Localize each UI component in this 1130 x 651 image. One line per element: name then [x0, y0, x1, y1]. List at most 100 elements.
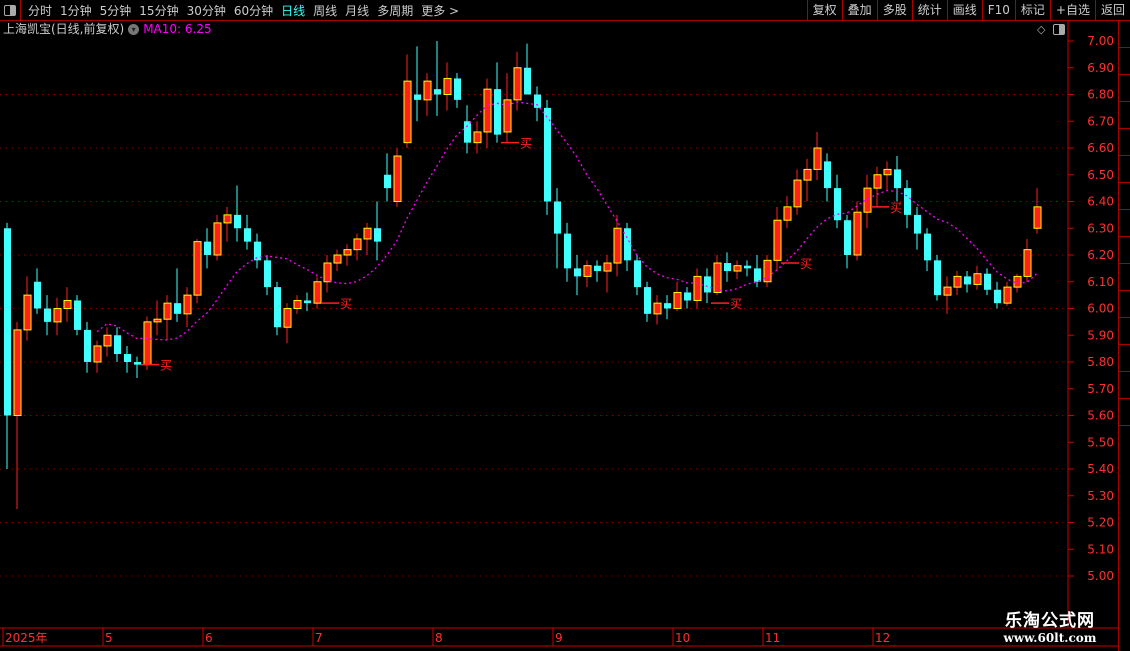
candle-body	[454, 78, 461, 100]
candle	[863, 174, 872, 229]
candle-body	[293, 299, 302, 310]
panel-toggle-button[interactable]	[0, 0, 21, 20]
candle-body	[53, 308, 62, 323]
candle-body	[313, 281, 322, 304]
candle-body	[824, 161, 831, 189]
toolbar-button[interactable]: 叠加	[841, 0, 877, 20]
period-tab[interactable]: 15分钟	[139, 3, 179, 18]
candle-body	[994, 289, 1001, 304]
candle	[74, 295, 81, 336]
candle	[783, 196, 792, 229]
diamond-icon[interactable]: ◇	[1037, 23, 1046, 36]
y-tick-label: 6.90	[1087, 61, 1114, 75]
candle-body	[894, 169, 901, 189]
toolbar-button[interactable]: 返回	[1094, 0, 1130, 20]
buy-signal-label: 买	[730, 297, 742, 311]
candle-body	[724, 263, 731, 272]
candle	[153, 300, 162, 336]
candle-body	[1023, 249, 1032, 277]
candle	[1013, 273, 1022, 293]
candle	[264, 255, 271, 296]
candle-body	[904, 188, 911, 215]
toolbar-button[interactable]: 统计	[911, 0, 947, 20]
candle	[244, 214, 251, 250]
candle-body	[323, 262, 332, 283]
candle-body	[1013, 275, 1022, 288]
chevron-down-icon[interactable]: ▾	[128, 23, 140, 35]
candle	[483, 78, 492, 148]
candle-body	[763, 259, 772, 283]
candle	[554, 188, 561, 269]
y-tick-label: 7.00	[1087, 34, 1114, 48]
candle-body	[603, 262, 612, 272]
candle-body	[503, 99, 512, 133]
candle	[434, 41, 441, 116]
y-tick-label: 5.40	[1087, 462, 1114, 476]
candle-body	[1033, 206, 1042, 229]
period-tab[interactable]: 更多 >	[421, 3, 460, 18]
x-tick-label: 2025年	[5, 631, 48, 645]
candle-body	[853, 211, 862, 256]
period-tab[interactable]: 日线	[281, 3, 306, 18]
buy-signal: 买	[501, 137, 532, 151]
candle	[4, 222, 11, 469]
candle	[124, 345, 131, 373]
candle-body	[1003, 286, 1012, 304]
buy-signal-label: 买	[340, 297, 352, 311]
candle	[803, 158, 812, 202]
period-tab[interactable]: 30分钟	[186, 3, 226, 18]
toolbar-button[interactable]: 复权	[806, 0, 842, 20]
candle-body	[494, 89, 501, 135]
toolbar-button[interactable]: 多股	[876, 0, 912, 20]
candle	[754, 255, 761, 288]
candle-body	[234, 214, 241, 229]
chart-title-bar: 上海凯宝(日线,前复权) ▾ MA10: 6.25	[3, 21, 212, 37]
candle-body	[63, 299, 72, 310]
y-tick-label: 5.90	[1087, 328, 1114, 342]
period-tab[interactable]: 多周期	[377, 3, 414, 18]
candle-body	[464, 121, 471, 143]
candle	[333, 249, 342, 272]
period-tab[interactable]: 1分钟	[60, 3, 92, 18]
candle-body	[914, 214, 921, 234]
watermark-logo: 乐淘公式网 www.60lt.com	[980, 606, 1120, 645]
panel-icon[interactable]	[1053, 24, 1066, 35]
stock-title: 上海凯宝(日线,前复权)	[3, 22, 125, 36]
candle	[163, 295, 172, 341]
candle-body	[13, 329, 22, 416]
x-tick-label: 7	[315, 631, 323, 645]
y-tick-label: 5.30	[1087, 489, 1114, 503]
candle	[603, 255, 612, 293]
period-tab[interactable]: 5分钟	[99, 3, 132, 18]
y-tick-label: 6.20	[1087, 248, 1114, 262]
candle	[513, 51, 522, 111]
period-tab[interactable]: 60分钟	[233, 3, 274, 18]
candle	[503, 73, 512, 143]
candle	[904, 180, 911, 229]
candle-body	[624, 228, 631, 261]
candle-body	[844, 220, 851, 255]
candle-body	[244, 228, 251, 242]
candle	[223, 206, 232, 242]
period-tab[interactable]: 月线	[345, 3, 370, 18]
toolbar-button[interactable]: 标记	[1014, 0, 1050, 20]
candle	[274, 281, 281, 336]
candle-body	[984, 273, 991, 290]
candle-body	[744, 265, 751, 269]
candle-body	[483, 88, 492, 133]
candle-body	[193, 241, 202, 296]
toolbar-button[interactable]: +自选	[1049, 0, 1095, 20]
candle-body	[44, 308, 51, 322]
toolbar-button[interactable]: F10	[981, 0, 1015, 20]
candle-body	[84, 329, 91, 362]
ma10-value: MA10: 6.25	[143, 22, 212, 36]
buy-signal-label: 买	[160, 359, 172, 373]
period-tab[interactable]: 分时	[28, 3, 53, 18]
candle-body	[23, 294, 32, 331]
candle	[713, 255, 722, 296]
side-tab-strip[interactable]	[1118, 21, 1130, 651]
period-tab[interactable]: 周线	[313, 3, 338, 18]
candle-body	[534, 94, 541, 108]
toolbar-button[interactable]: 画线	[946, 0, 982, 20]
